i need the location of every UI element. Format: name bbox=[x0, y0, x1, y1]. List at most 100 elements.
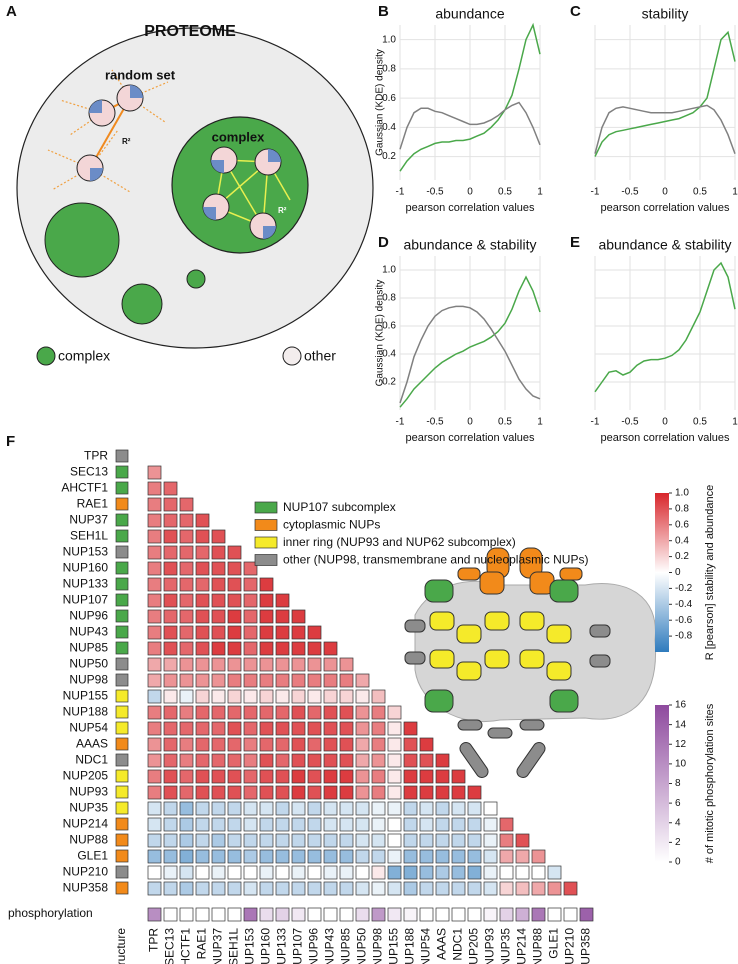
legend-swatch bbox=[36, 346, 56, 366]
heat-cell bbox=[259, 721, 274, 736]
column-label: SEH1L bbox=[227, 928, 241, 964]
heat-cell bbox=[355, 721, 370, 736]
colorbar bbox=[655, 493, 669, 652]
heat-cell bbox=[147, 561, 162, 576]
phospho-cell bbox=[179, 907, 194, 922]
column-label: NUP35 bbox=[499, 928, 513, 964]
row-label: NUP107 bbox=[63, 593, 109, 607]
phospho-cell bbox=[259, 907, 274, 922]
heat-cell bbox=[179, 737, 194, 752]
column-label: NUP133 bbox=[275, 928, 289, 964]
row-label: NUP188 bbox=[63, 705, 109, 719]
npc-part bbox=[479, 571, 505, 595]
y-tick-label: 0.4 bbox=[382, 349, 396, 360]
heat-cell bbox=[147, 497, 162, 512]
heat-cell bbox=[307, 689, 322, 704]
heat-cell bbox=[163, 529, 178, 544]
heat-cell bbox=[227, 609, 242, 624]
structure-cell bbox=[115, 833, 129, 847]
colorbar-tick-label: -0.2 bbox=[675, 583, 693, 594]
heat-cell bbox=[355, 849, 370, 864]
row-label: NUP93 bbox=[69, 785, 108, 799]
heat-cell bbox=[259, 577, 274, 592]
heat-cell bbox=[451, 881, 466, 896]
x-tick-label: 0 bbox=[662, 187, 668, 198]
panel-label: B bbox=[378, 3, 389, 20]
legend-label: NUP107 subcomplex bbox=[283, 500, 396, 514]
heat-cell bbox=[435, 801, 450, 816]
phospho-cell bbox=[211, 907, 226, 922]
heat-cell bbox=[371, 769, 386, 784]
heat-cell bbox=[451, 849, 466, 864]
heat-cell bbox=[259, 833, 274, 848]
x-tick-label: -1 bbox=[396, 417, 405, 428]
heat-cell bbox=[211, 641, 226, 656]
heat-cell bbox=[259, 593, 274, 608]
y-axis-label: Gaussian (KDE) density bbox=[375, 49, 386, 156]
colorbar-tick-label: 1.0 bbox=[675, 488, 689, 499]
heat-cell bbox=[195, 753, 210, 768]
chart-title: stability bbox=[642, 6, 689, 22]
heat-cell bbox=[163, 673, 178, 688]
heat-cell bbox=[179, 817, 194, 832]
heat-cell bbox=[323, 769, 338, 784]
npc-part bbox=[484, 611, 510, 631]
heat-cell bbox=[163, 625, 178, 640]
heat-cell bbox=[355, 785, 370, 800]
heat-cell bbox=[259, 657, 274, 672]
row-label: NUP214 bbox=[63, 817, 109, 831]
npc-part bbox=[404, 619, 426, 633]
heat-cell bbox=[467, 801, 482, 816]
heat-cell bbox=[179, 513, 194, 528]
npc-part bbox=[516, 742, 546, 778]
heat-cell bbox=[435, 769, 450, 784]
heat-cell bbox=[227, 801, 242, 816]
x-tick-label: -1 bbox=[591, 417, 600, 428]
heat-cell bbox=[403, 865, 418, 880]
heat-cell bbox=[163, 833, 178, 848]
chart-title: abundance & stability bbox=[403, 237, 536, 253]
heat-cell bbox=[227, 833, 242, 848]
structure-cell bbox=[115, 545, 129, 559]
heat-cell bbox=[147, 481, 162, 496]
heat-cell bbox=[323, 673, 338, 688]
heat-cell bbox=[195, 881, 210, 896]
column-label: NUP358 bbox=[579, 928, 593, 964]
column-label: NUP54 bbox=[419, 928, 433, 964]
heat-cell bbox=[499, 865, 514, 880]
heat-cell bbox=[291, 705, 306, 720]
heat-cell bbox=[387, 721, 402, 736]
heat-cell bbox=[179, 625, 194, 640]
x-tick-label: -1 bbox=[396, 187, 405, 198]
complex-proteins bbox=[202, 146, 282, 240]
heat-cell bbox=[211, 785, 226, 800]
legend-label: cytoplasmic NUPs bbox=[283, 518, 380, 532]
panel-label: C bbox=[570, 3, 581, 20]
heat-cell bbox=[259, 881, 274, 896]
heat-cell bbox=[387, 769, 402, 784]
heat-cell bbox=[371, 801, 386, 816]
heat-cell bbox=[515, 833, 530, 848]
heat-cell bbox=[211, 801, 226, 816]
y-tick-label: 0.4 bbox=[382, 122, 396, 133]
heat-cell bbox=[227, 881, 242, 896]
phospho-cell bbox=[483, 907, 498, 922]
legend-swatch bbox=[254, 519, 278, 531]
heat-cell bbox=[243, 721, 258, 736]
column-label: NUP50 bbox=[355, 928, 369, 964]
heat-cell bbox=[259, 849, 274, 864]
heat-cell bbox=[195, 849, 210, 864]
heat-cell bbox=[291, 753, 306, 768]
heat-cell bbox=[387, 753, 402, 768]
structure-cell bbox=[115, 785, 129, 799]
npc-part bbox=[519, 719, 545, 731]
heat-cell bbox=[179, 785, 194, 800]
heat-cell bbox=[211, 881, 226, 896]
heat-cell bbox=[195, 609, 210, 624]
heat-cell bbox=[259, 705, 274, 720]
structure-cell bbox=[115, 769, 129, 783]
heat-cell bbox=[339, 881, 354, 896]
heat-cell bbox=[355, 705, 370, 720]
heat-cell bbox=[195, 657, 210, 672]
heat-cell bbox=[211, 737, 226, 752]
